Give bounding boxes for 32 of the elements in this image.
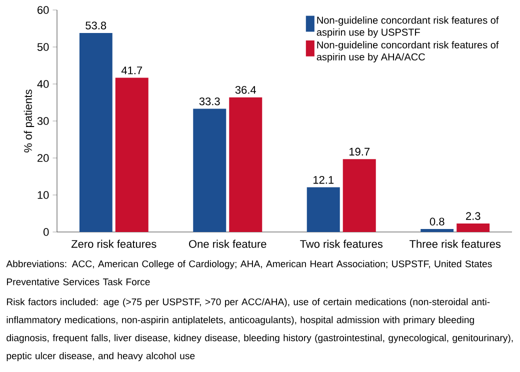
y-tick-label: 60 [38, 6, 49, 14]
data-label: 12.1 [314, 176, 334, 184]
bar [115, 78, 148, 232]
x-tick-label: Three risk features [410, 240, 501, 248]
y-tick-label: 50 [37, 43, 49, 51]
text: Risk factors included: age (>75 per USPSTF, >70 per ACC/AHA), use of certain medications (non-steroidal anti-inflammatory medications, non-aspirin antiplatelets, anticoagulants), hospital admission with primary bleeding diagnosis, frequent falls, liver disease, kidney disease, bleeding history (gastrointestinal, gynecological, genitourinary), peptic ulcer disease, and heavy alcohol use [6, 298, 513, 362]
x-tick-label: Two risk features [300, 240, 383, 248]
y-axis-title: % of patients [24, 90, 34, 152]
text: Abbreviations: ACC, American College of Cardiology; AHA, American Heart Association; USPSTF, United States Preventative Services Task Force [6, 260, 492, 286]
bar [342, 159, 376, 232]
bar [456, 223, 490, 232]
data-label: 19.7 [350, 148, 370, 156]
data-label: 33.3 [199, 97, 220, 106]
bar [193, 108, 226, 232]
bar [306, 187, 340, 232]
y-tick-label: 0 [44, 228, 49, 236]
y-tick-label: 40 [37, 80, 49, 88]
y-tick-label: 10 [38, 191, 49, 199]
legend-label: Non-guideline concordant risk features of aspirin use by USPSTF [316, 16, 499, 38]
data-label: 53.8 [86, 22, 106, 30]
data-label: 0.8 [430, 218, 444, 226]
x-tick-label: Zero risk features [71, 240, 156, 248]
legend-label: Non-guideline concordant risk features of aspirin use by AHA/ACC [316, 41, 499, 62]
y-tick-label: 30 [37, 117, 49, 125]
x-tick-label: One risk feature [189, 240, 266, 248]
data-label: 41.7 [121, 66, 142, 74]
y-tick-label: 20 [38, 154, 49, 162]
data-label: 36.4 [235, 86, 256, 94]
bar [420, 229, 454, 232]
data-label: 2.3 [466, 212, 480, 220]
bar [229, 97, 262, 232]
bar [79, 32, 112, 232]
